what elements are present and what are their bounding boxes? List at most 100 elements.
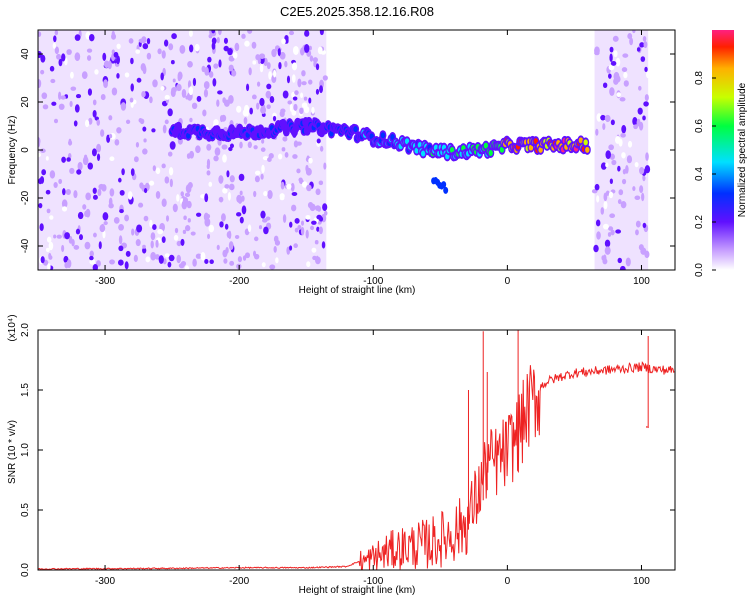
noise-cell	[58, 103, 65, 110]
noise-cell	[236, 212, 242, 217]
noise-cell	[638, 85, 642, 91]
noise-cell	[251, 94, 257, 100]
noise-cell	[164, 176, 170, 184]
snr-xtick-label: -200	[229, 576, 249, 587]
noise-cell	[203, 81, 210, 90]
noise-cell	[64, 232, 70, 240]
noise-cell	[300, 220, 305, 226]
noise-cell	[289, 30, 295, 36]
noise-cell	[86, 55, 92, 61]
noise-cell	[258, 225, 263, 230]
noise-cell	[300, 47, 305, 56]
noise-cell	[85, 192, 92, 201]
noise-cell	[139, 118, 145, 125]
noise-cell	[643, 41, 648, 49]
noise-cell	[40, 54, 46, 63]
signal-cell	[176, 123, 181, 130]
snr-xtick-label: -100	[363, 576, 383, 587]
noise-cell	[310, 225, 315, 231]
noise-cell	[642, 35, 647, 42]
noise-cell	[268, 71, 272, 80]
noise-cell	[53, 234, 57, 239]
noise-cell	[273, 235, 279, 243]
noise-cell	[308, 79, 313, 85]
noise-cell	[187, 60, 193, 68]
noise-cell	[108, 197, 113, 206]
noise-cell	[124, 214, 130, 222]
noise-cell	[135, 239, 141, 247]
noise-cell	[56, 53, 62, 60]
noise-cell	[253, 145, 258, 150]
noise-cell	[65, 189, 71, 196]
noise-cell	[278, 61, 282, 70]
noise-cell	[184, 225, 191, 232]
branch-cell	[441, 181, 447, 189]
noise-cell	[103, 221, 108, 226]
noise-cell	[109, 259, 115, 265]
noise-cell	[40, 256, 45, 264]
noise-cell	[638, 244, 644, 251]
noise-cell	[279, 193, 285, 199]
noise-cell	[75, 93, 82, 99]
noise-cell	[102, 212, 109, 221]
noise-cell	[208, 224, 215, 233]
noise-cell	[88, 117, 93, 125]
noise-cell	[169, 141, 176, 150]
noise-cell	[61, 156, 66, 163]
noise-cell	[207, 233, 211, 240]
noise-cell	[297, 225, 302, 230]
noise-cell	[100, 129, 105, 137]
noise-cell	[292, 96, 298, 101]
noise-cell	[38, 137, 41, 146]
noise-cell	[304, 43, 310, 53]
noise-cell	[222, 154, 227, 163]
noise-cell	[187, 218, 191, 223]
noise-cell	[69, 167, 75, 174]
noise-cell	[118, 224, 125, 231]
noise-cell	[627, 140, 633, 148]
noise-cell	[600, 114, 606, 121]
noise-cell	[277, 48, 281, 56]
noise-cell	[68, 138, 72, 146]
noise-cell	[125, 250, 131, 257]
snr-xtick-label: 100	[633, 576, 650, 587]
noise-cell	[311, 220, 317, 225]
noise-cell	[164, 119, 169, 125]
noise-cell	[639, 185, 644, 193]
noise-cell	[185, 184, 192, 194]
noise-cell	[183, 215, 187, 221]
noise-cell	[74, 52, 81, 61]
noise-cell	[632, 30, 636, 34]
noise-cell	[195, 212, 202, 217]
noise-cell	[259, 53, 266, 59]
noise-cell	[211, 30, 216, 34]
noise-cell	[189, 117, 193, 123]
noise-cell	[246, 83, 250, 92]
noise-cell	[640, 56, 646, 62]
noise-cell	[604, 246, 611, 255]
noise-cell	[49, 170, 56, 179]
noise-cell	[69, 100, 73, 108]
spectrogram-xtick-label: -300	[95, 276, 115, 287]
noise-cell	[304, 30, 310, 37]
colorbar-tick-label: 0.8	[694, 71, 705, 85]
noise-cell	[291, 62, 298, 71]
noise-cell	[173, 234, 179, 241]
spectrogram-ytick-label: 40	[20, 48, 31, 60]
noise-cell	[114, 139, 120, 146]
noise-cell	[62, 188, 66, 196]
noise-cell	[192, 258, 197, 267]
noise-cell	[222, 249, 228, 258]
noise-cell	[209, 259, 214, 265]
noise-cell	[61, 199, 68, 208]
noise-cell	[642, 174, 646, 182]
noise-cell	[84, 210, 89, 217]
noise-cell	[169, 178, 173, 188]
signal-cell	[420, 150, 426, 157]
noise-cell	[124, 72, 130, 78]
noise-cell	[66, 49, 72, 55]
noise-cell	[142, 43, 149, 50]
noise-cell	[644, 250, 650, 259]
noise-cell	[96, 143, 102, 153]
noise-cell	[92, 110, 97, 118]
